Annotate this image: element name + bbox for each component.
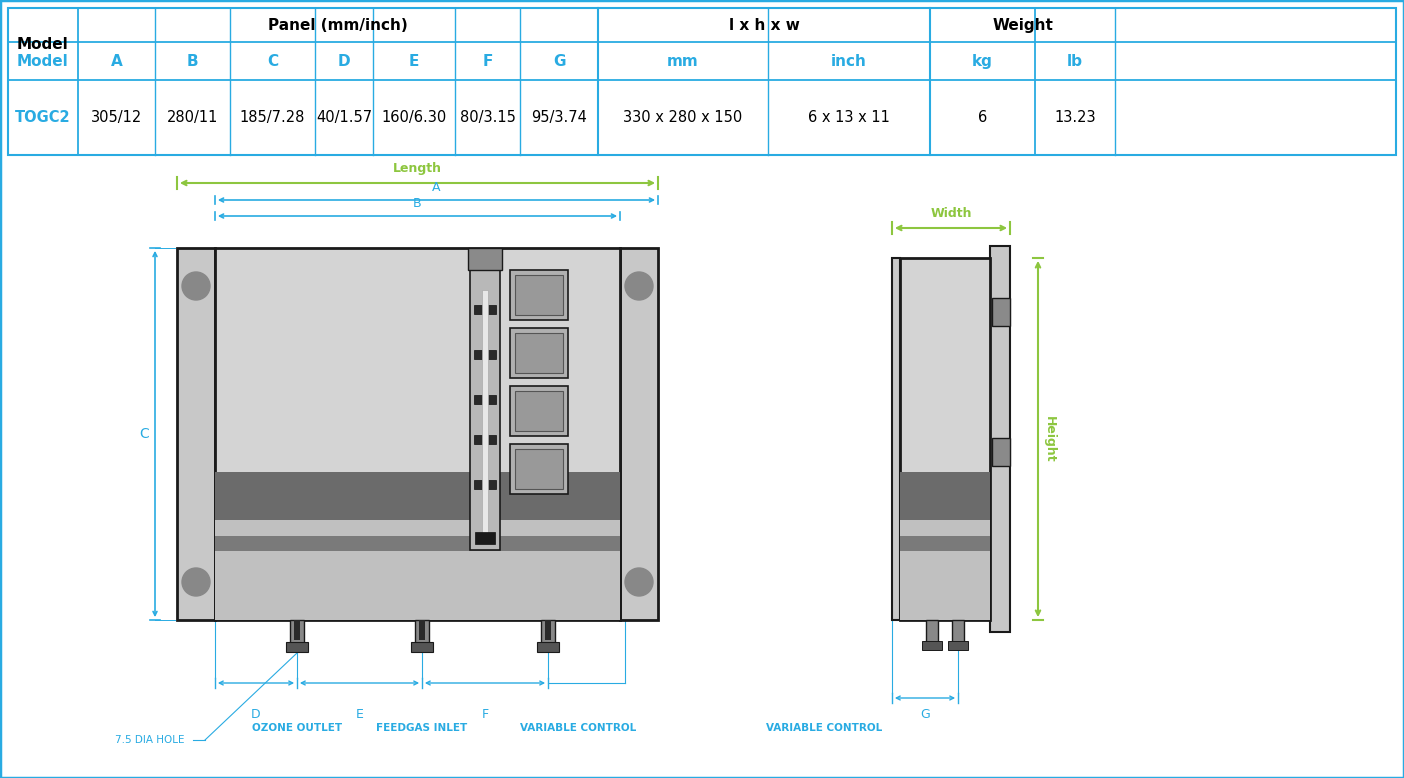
Bar [293,620,300,640]
Bar [621,248,658,620]
Text: Model: Model [17,54,69,68]
Bar [515,449,563,489]
Text: Height: Height [1043,415,1056,462]
Text: 95/3.74: 95/3.74 [531,110,587,125]
Text: G: G [553,54,566,68]
Bar [536,642,559,652]
Text: Panel (mm/inch): Panel (mm/inch) [268,17,409,33]
Bar [993,298,1009,326]
Bar [900,258,990,620]
Bar [515,275,563,315]
Bar [475,350,496,359]
Text: B: B [413,197,421,210]
Text: 185/7.28: 185/7.28 [240,110,305,125]
Bar [475,305,496,314]
Bar [475,395,496,404]
Bar [215,248,621,620]
Bar [900,536,990,551]
Text: VARIABLE CONTROL: VARIABLE CONTROL [765,723,882,733]
Bar [993,438,1009,466]
Bar [515,391,563,431]
Text: 160/6.30: 160/6.30 [382,110,446,125]
Text: 80/3.15: 80/3.15 [459,110,515,125]
Bar [892,258,900,620]
Circle shape [183,568,211,596]
Text: 305/12: 305/12 [91,110,142,125]
Text: OZONE OUTLET: OZONE OUTLET [251,723,343,733]
Bar [900,520,990,536]
Text: l x h x w: l x h x w [729,17,799,33]
Bar [215,520,621,536]
Text: mm: mm [667,54,699,68]
Text: D: D [251,708,261,721]
Text: E: E [409,54,420,68]
Text: kg: kg [972,54,993,68]
Text: lb: lb [1067,54,1082,68]
Bar [418,620,425,640]
Text: TOGC2: TOGC2 [15,110,70,125]
Text: A: A [432,181,441,194]
Bar [286,642,307,652]
Circle shape [625,568,653,596]
Bar [8,8,1396,155]
Text: 13.23: 13.23 [1054,110,1095,125]
Text: 6 x 13 x 11: 6 x 13 x 11 [809,110,890,125]
Bar [470,270,500,550]
Text: VARIABLE CONTROL: VARIABLE CONTROL [519,723,636,733]
Bar [515,333,563,373]
Text: 330 x 280 x 150: 330 x 280 x 150 [623,110,743,125]
Bar [468,248,503,270]
Bar [510,270,569,320]
Text: 280/11: 280/11 [167,110,218,125]
Text: D: D [338,54,351,68]
Bar [510,386,569,436]
Text: 7.5 DIA HOLE: 7.5 DIA HOLE [115,735,184,745]
Text: B: B [187,54,198,68]
Text: Model: Model [17,37,69,51]
Text: Weight: Weight [993,17,1053,33]
Bar [475,532,496,544]
Bar [510,444,569,494]
Bar [541,620,555,650]
Bar [927,620,938,648]
Text: Width: Width [931,207,972,220]
Bar [948,641,967,650]
Bar [990,246,1009,632]
Text: A: A [111,54,122,68]
Bar [510,328,569,378]
Text: FEEDGAS INLET: FEEDGAS INLET [376,723,468,733]
Bar [475,480,496,489]
Bar [215,551,621,620]
Circle shape [625,272,653,300]
Text: 40/1.57: 40/1.57 [316,110,372,125]
Bar [177,248,215,620]
Bar [952,620,965,648]
Bar [215,536,621,551]
Text: C: C [267,54,278,68]
Bar [215,472,621,520]
Bar [291,620,305,650]
Text: F: F [483,54,493,68]
Circle shape [183,272,211,300]
Bar [475,435,496,444]
Bar [900,472,990,520]
Bar [922,641,942,650]
Text: C: C [139,427,149,441]
Text: inch: inch [831,54,866,68]
Bar [416,620,430,650]
Bar [482,290,489,535]
Text: F: F [482,708,489,721]
Text: G: G [920,708,929,721]
Text: Length: Length [393,162,442,175]
Bar [900,551,990,620]
Bar [411,642,432,652]
Text: 6: 6 [977,110,987,125]
Text: E: E [355,708,364,721]
Bar [545,620,550,640]
